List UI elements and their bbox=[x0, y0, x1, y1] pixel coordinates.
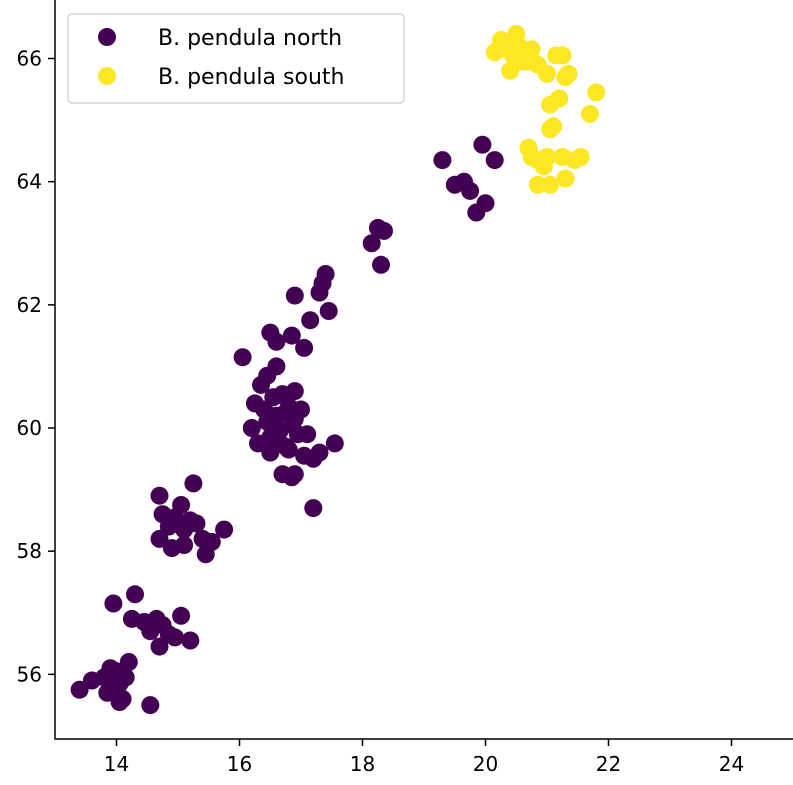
data-point-s1-17 bbox=[587, 83, 606, 102]
x-tick-label: 22 bbox=[596, 752, 621, 776]
data-point-s1-22 bbox=[541, 120, 560, 139]
data-point-s1-29 bbox=[556, 169, 575, 188]
points-layer bbox=[70, 24, 606, 715]
data-point-s0-82 bbox=[285, 286, 304, 305]
data-point-s0-97 bbox=[473, 135, 492, 154]
data-point-s1-27 bbox=[538, 148, 556, 166]
data-point-s0-70 bbox=[304, 499, 323, 518]
data-point-s0-24 bbox=[172, 606, 191, 625]
data-point-s0-72 bbox=[258, 366, 277, 385]
data-point-s0-14 bbox=[104, 594, 123, 613]
data-point-s0-39 bbox=[175, 536, 194, 554]
data-point-s0-57 bbox=[285, 382, 304, 401]
data-point-s0-25 bbox=[181, 631, 200, 650]
data-point-s0-38 bbox=[215, 520, 234, 539]
legend-label: B. pendula north bbox=[158, 26, 342, 51]
data-point-s0-26 bbox=[150, 529, 169, 548]
data-point-s1-31 bbox=[571, 148, 590, 166]
data-point-s0-15 bbox=[126, 585, 144, 604]
data-point-s0-81 bbox=[301, 311, 320, 330]
data-point-s0-61 bbox=[298, 425, 317, 444]
data-point-s0-34 bbox=[187, 514, 206, 533]
data-point-s0-94 bbox=[461, 181, 480, 200]
data-point-s0-10 bbox=[119, 653, 138, 671]
data-point-s0-75 bbox=[285, 409, 304, 428]
data-point-s0-74 bbox=[279, 440, 298, 459]
x-tick-label: 20 bbox=[473, 752, 498, 776]
data-point-s0-89 bbox=[375, 221, 393, 240]
data-point-s0-79 bbox=[282, 326, 301, 345]
data-point-s0-86 bbox=[319, 302, 338, 320]
data-point-s0-76 bbox=[233, 348, 252, 367]
data-point-s0-42 bbox=[242, 419, 261, 437]
data-point-s0-23 bbox=[165, 628, 184, 647]
data-point-s1-3 bbox=[501, 61, 520, 80]
data-point-s1-12 bbox=[538, 64, 556, 83]
data-point-s0-31 bbox=[172, 496, 191, 514]
y-tick-label: 66 bbox=[17, 47, 42, 71]
legend-marker bbox=[98, 67, 116, 85]
y-tick-label: 60 bbox=[17, 416, 42, 440]
data-point-s0-78 bbox=[267, 332, 286, 351]
legend-box bbox=[67, 13, 405, 104]
data-point-s0-98 bbox=[485, 151, 504, 170]
y-tick-label: 62 bbox=[17, 293, 42, 317]
data-point-s0-85 bbox=[316, 265, 335, 283]
data-point-s0-91 bbox=[433, 151, 452, 170]
data-point-s0-90 bbox=[372, 255, 390, 274]
data-point-s1-10 bbox=[522, 40, 541, 59]
axes-layer: 14 16 18 20 22 24 56 58 60 62 64 66 bbox=[17, 0, 793, 776]
data-point-s1-33 bbox=[541, 175, 560, 194]
legend-label: B. pendula south bbox=[158, 65, 344, 90]
x-tick-label: 16 bbox=[227, 752, 252, 776]
x-tick-label: 14 bbox=[104, 752, 129, 776]
x-tick-label: 18 bbox=[350, 752, 375, 776]
data-point-s0-71 bbox=[282, 468, 301, 487]
y-tick-label: 58 bbox=[17, 539, 42, 563]
data-point-s1-16 bbox=[559, 64, 578, 83]
data-point-s0-80 bbox=[295, 338, 314, 357]
data-point-s0-0 bbox=[70, 680, 89, 699]
data-point-s0-64 bbox=[325, 434, 344, 453]
data-point-s0-13 bbox=[141, 696, 160, 715]
data-point-s0-41 bbox=[184, 474, 203, 493]
x-tick-label: 24 bbox=[719, 752, 744, 776]
data-point-s0-87 bbox=[362, 234, 381, 253]
data-point-s1-14 bbox=[553, 46, 572, 65]
y-tick-label: 64 bbox=[17, 170, 42, 194]
data-point-s0-22 bbox=[150, 637, 169, 656]
data-point-s0-96 bbox=[476, 194, 495, 213]
y-tick-label: 56 bbox=[17, 662, 42, 686]
data-point-s0-67 bbox=[249, 434, 267, 453]
legend-marker bbox=[98, 28, 116, 46]
data-point-s0-73 bbox=[267, 419, 286, 437]
legend: B. pendula north B. pendula south bbox=[67, 13, 405, 104]
data-point-s1-18 bbox=[581, 104, 599, 123]
data-point-s1-32 bbox=[528, 175, 547, 194]
data-point-s1-20 bbox=[550, 89, 569, 108]
data-point-s0-37 bbox=[202, 532, 221, 551]
data-point-s0-63 bbox=[310, 443, 329, 462]
data-point-s0-9 bbox=[116, 668, 135, 687]
data-point-s0-12 bbox=[107, 680, 126, 699]
data-point-s0-40 bbox=[150, 486, 169, 505]
